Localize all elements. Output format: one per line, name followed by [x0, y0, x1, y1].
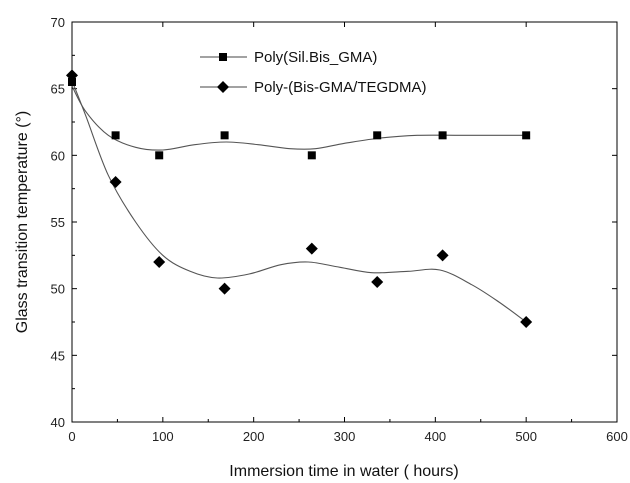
legend-marker	[219, 53, 227, 61]
series-1-point	[307, 151, 316, 160]
y-axis-ticks: 40 45 50 55 60 65 70	[51, 15, 617, 430]
series-1-point	[522, 131, 531, 140]
y-tick-label: 70	[51, 15, 65, 30]
series-2-point	[153, 256, 166, 268]
x-axis-ticks: 0 100 200 300 400 500 600	[68, 22, 628, 444]
y-tick-label: 60	[51, 148, 65, 163]
y-tick-label: 50	[51, 282, 65, 297]
series-1-fit-curve	[71, 85, 527, 151]
series-1-point	[111, 131, 120, 140]
series-2-fit-curve	[71, 80, 527, 323]
x-tick-label: 400	[424, 429, 446, 444]
fit-curves	[71, 80, 527, 323]
x-tick-label: 500	[515, 429, 537, 444]
series-1-point	[155, 151, 164, 160]
series-2-point	[520, 316, 533, 328]
series-2-point	[218, 282, 231, 295]
x-axis-title: Immersion time in water ( hours)	[229, 463, 458, 480]
legend-label-series-1: Poly(Sil.Bis_GMA)	[254, 49, 377, 66]
y-axis-title: Glass transition temperature (°)	[14, 111, 31, 333]
series-2-point	[371, 276, 384, 288]
x-tick-label: 600	[606, 429, 628, 444]
y-tick-label: 45	[51, 348, 65, 363]
series-1-point	[373, 131, 382, 140]
x-tick-label: 0	[68, 429, 75, 444]
legend-marker	[217, 81, 229, 93]
legend: Poly(Sil.Bis_GMA) Poly-(Bis-GMA/TEGDMA)	[200, 49, 427, 96]
y-tick-label: 40	[51, 415, 65, 430]
series-1-point	[220, 131, 229, 140]
series-2-point	[66, 69, 78, 82]
series-2-point	[305, 242, 318, 255]
series-1-point	[68, 78, 76, 86]
y-tick-label: 55	[51, 215, 65, 230]
data-markers	[66, 69, 533, 328]
legend-label-series-2: Poly-(Bis-GMA/TEGDMA)	[254, 79, 427, 96]
x-tick-label: 100	[152, 429, 174, 444]
series-1-point	[438, 131, 447, 140]
series-2-point	[109, 176, 122, 188]
series-2-point	[436, 249, 449, 262]
x-tick-label: 300	[334, 429, 356, 444]
x-tick-label: 200	[243, 429, 265, 444]
y-tick-label: 65	[51, 82, 65, 97]
